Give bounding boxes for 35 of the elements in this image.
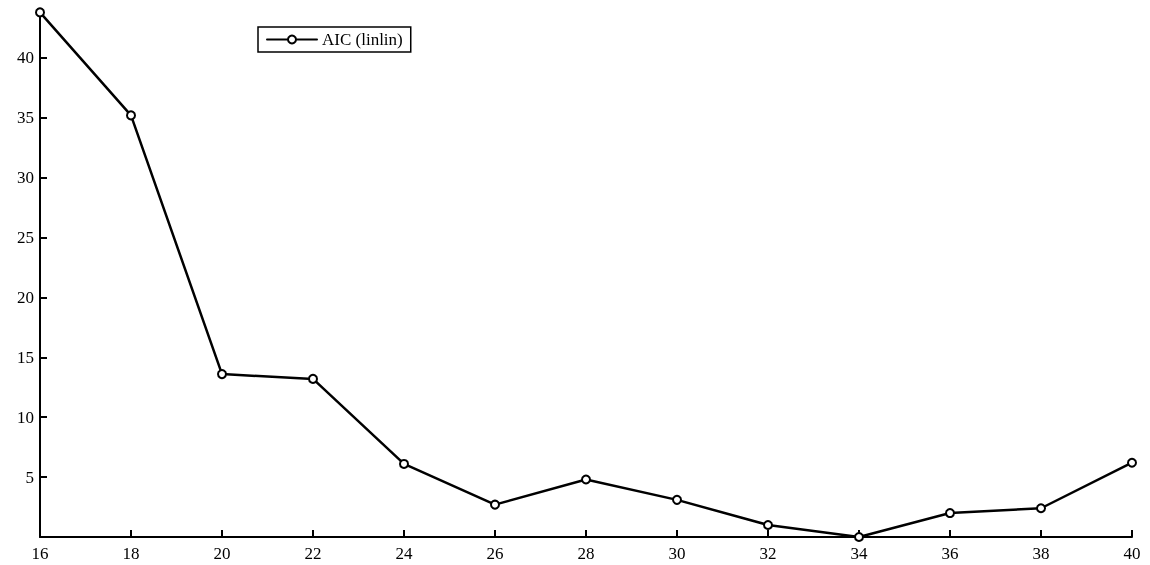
point: [945, 508, 955, 519]
x-tick-label: 16: [31, 544, 49, 563]
x-tick-label: 26: [486, 544, 504, 563]
y-tick-label: 5: [25, 467, 34, 487]
x-tick-label: 36: [941, 544, 959, 563]
point: [763, 520, 773, 531]
y-tick-label: 10: [17, 407, 34, 427]
x-tick-label: 22: [304, 544, 322, 563]
point: [1036, 503, 1046, 514]
y-tick-label: 35: [17, 108, 34, 128]
point: [217, 369, 227, 380]
x-tick-label: 30: [668, 544, 686, 563]
legend-label: AIC (linlin): [322, 30, 403, 49]
x-tick-label: 32: [759, 544, 777, 563]
point: [35, 7, 45, 18]
point: [672, 494, 682, 505]
x-tick-label: 24: [395, 544, 413, 563]
y-tick-label: 40: [17, 48, 34, 68]
point: [490, 499, 500, 510]
x-tick-label: 18: [122, 544, 140, 563]
y-tick-label: 15: [17, 347, 34, 367]
y-tick-label: 20: [17, 287, 34, 307]
point: [126, 110, 136, 121]
x-tick-label: 28: [577, 544, 595, 563]
x-tick-label: 40: [1123, 544, 1141, 563]
x-tick-label: 38: [1032, 544, 1050, 563]
point: [399, 458, 409, 469]
point: [1127, 457, 1137, 468]
point: [854, 532, 864, 542]
point: [581, 474, 591, 485]
x-tick-label: 34: [850, 544, 868, 563]
x-tick-label: 20: [213, 544, 231, 563]
y-tick-label: 25: [17, 228, 34, 248]
point: [308, 373, 318, 384]
y-tick-label: 30: [17, 168, 34, 188]
